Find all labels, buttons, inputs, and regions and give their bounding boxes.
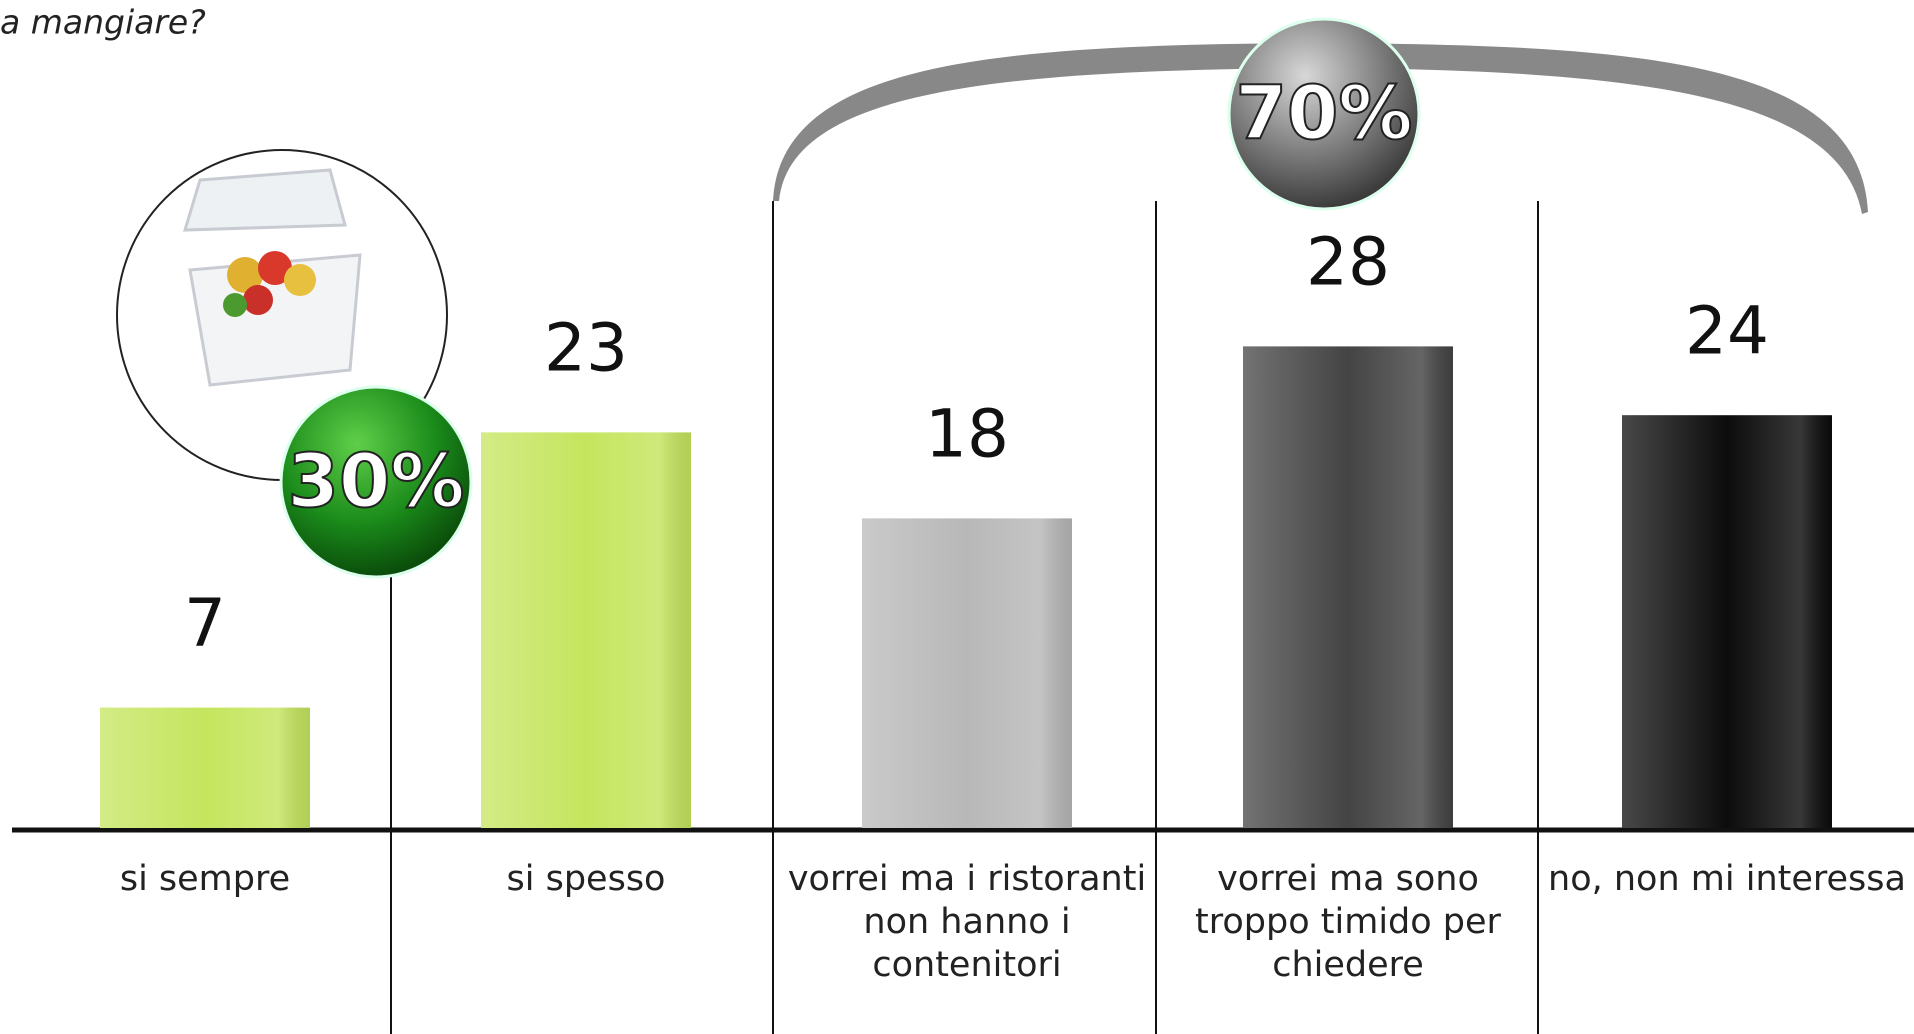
value-label: 28 bbox=[1306, 223, 1390, 300]
category-label: vorrei ma sono troppo timido per chieder… bbox=[1195, 859, 1501, 985]
badge bbox=[1227, 17, 1421, 211]
category-label: vorrei ma i ristoranti non hanno i conte… bbox=[787, 859, 1147, 985]
bar-shade bbox=[862, 518, 1072, 828]
badge-label: 30% bbox=[287, 439, 464, 525]
value-label: 23 bbox=[544, 309, 628, 386]
value-label: 18 bbox=[925, 395, 1009, 472]
chart-title: a mangiare? bbox=[0, 3, 206, 42]
bar-shade bbox=[1243, 346, 1453, 828]
badge bbox=[279, 385, 473, 579]
bar-shade bbox=[1622, 415, 1832, 828]
category-label: si spesso bbox=[506, 859, 666, 899]
category-label: no, non mi interessa bbox=[1548, 859, 1906, 899]
value-label: 24 bbox=[1685, 292, 1769, 369]
badge-label: 70% bbox=[1235, 71, 1412, 157]
value-label: 7 bbox=[184, 585, 226, 662]
bar-shade bbox=[100, 707, 310, 828]
category-label: si sempre bbox=[119, 859, 291, 899]
bar-shade bbox=[481, 432, 691, 828]
